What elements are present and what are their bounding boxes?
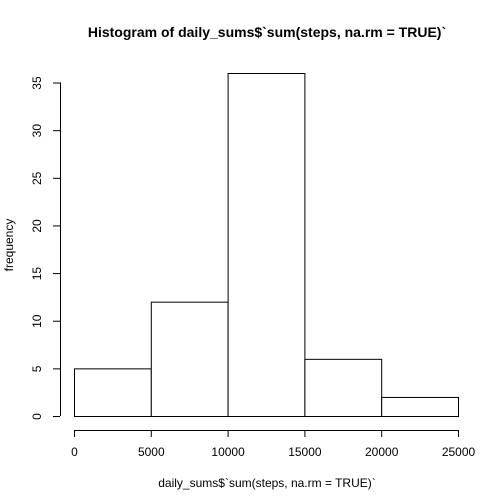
x-tick-label-3: 15000 xyxy=(288,445,322,459)
y-tick-label-2: 10 xyxy=(30,314,44,328)
y-tick-label-7: 35 xyxy=(30,76,44,90)
x-tick-label-2: 10000 xyxy=(211,445,245,459)
y-tick-label-6: 30 xyxy=(30,124,44,138)
histogram-bar-2 xyxy=(227,73,306,417)
y-axis: 0 5 10 15 20 25 30 35 xyxy=(30,76,61,420)
y-tick-label-5: 25 xyxy=(30,171,44,185)
x-tick-label-5: 25000 xyxy=(442,445,476,459)
x-axis-label: daily_sums$`sum(steps, na.rm = TRUE)` xyxy=(158,476,376,490)
x-tick-label-1: 5000 xyxy=(138,445,165,459)
histogram-bar-0 xyxy=(74,368,152,418)
histogram-bar-4 xyxy=(381,396,460,418)
x-tick-label-0: 0 xyxy=(71,445,78,459)
y-tick-label-3: 15 xyxy=(30,267,44,281)
x-axis: 0 5000 10000 15000 20000 25000 xyxy=(71,430,476,459)
histogram-bar-3 xyxy=(304,358,383,418)
bars-group xyxy=(74,73,460,418)
x-tick-label-4: 20000 xyxy=(365,445,399,459)
y-tick-label-1: 5 xyxy=(30,365,44,372)
y-tick-label-0: 0 xyxy=(30,413,44,420)
histogram-bar-1 xyxy=(150,301,229,417)
y-tick-label-4: 20 xyxy=(30,219,44,233)
y-axis-label: frequency xyxy=(2,219,16,272)
chart-title: Histogram of daily_sums$`sum(steps, na.r… xyxy=(88,24,446,40)
